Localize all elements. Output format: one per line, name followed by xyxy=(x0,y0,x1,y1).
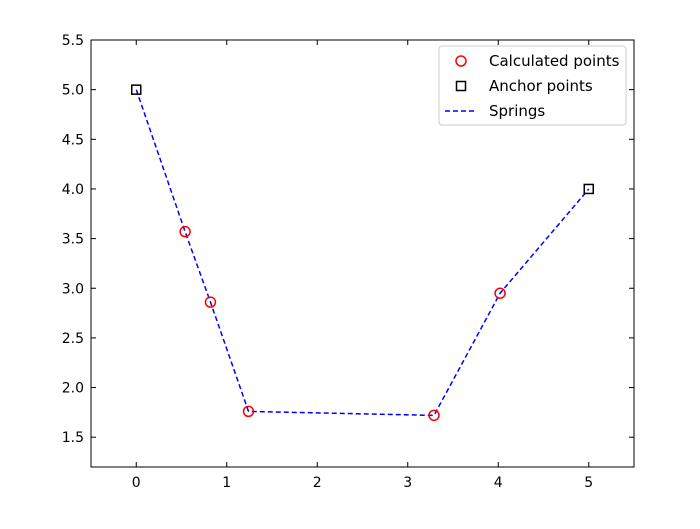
x-axis: 0 1 2 3 4 5 xyxy=(132,40,593,491)
series-markers xyxy=(131,84,594,422)
legend-label: Calculated points xyxy=(489,52,620,70)
x-tick-label: 0 xyxy=(132,475,141,491)
calculated-point-marker xyxy=(494,287,506,299)
calculated-point-marker xyxy=(179,225,191,238)
calculated-point-marker xyxy=(242,405,255,418)
y-tick-label: 5.0 xyxy=(62,83,84,99)
y-tick-label: 5.5 xyxy=(62,33,84,49)
x-tick-label: 5 xyxy=(584,475,593,491)
calculated-point-marker xyxy=(428,409,440,422)
y-tick-label: 2.5 xyxy=(62,331,84,347)
legend-box xyxy=(438,45,627,126)
y-tick-label: 3.0 xyxy=(62,281,84,297)
legend-label: Anchor points xyxy=(489,77,593,95)
legend-label: Springs xyxy=(489,102,545,120)
x-tick-label: 2 xyxy=(313,475,322,491)
x-tick-label: 3 xyxy=(403,475,412,491)
springs-line xyxy=(135,89,590,417)
legend: Calculated points Anchor points Springs xyxy=(438,45,627,126)
y-tick-label: 2.0 xyxy=(62,381,84,397)
y-tick-label: 4.5 xyxy=(62,132,84,148)
legend-circle-icon xyxy=(455,55,467,67)
y-axis: 1.5 2.0 2.5 3.0 3.5 4.0 4.5 5.0 5.5 xyxy=(62,33,634,446)
series-lines xyxy=(135,89,590,417)
y-tick-label: 4.0 xyxy=(62,182,84,198)
y-tick-label: 1.5 xyxy=(62,430,84,446)
anchor-point-marker xyxy=(583,183,594,195)
legend-square-icon xyxy=(455,80,467,92)
x-tick-label: 4 xyxy=(494,475,503,491)
y-tick-label: 3.5 xyxy=(62,232,84,248)
x-tick-label: 1 xyxy=(222,475,231,491)
anchor-point-marker xyxy=(131,84,142,95)
calculated-point-marker xyxy=(204,296,217,308)
